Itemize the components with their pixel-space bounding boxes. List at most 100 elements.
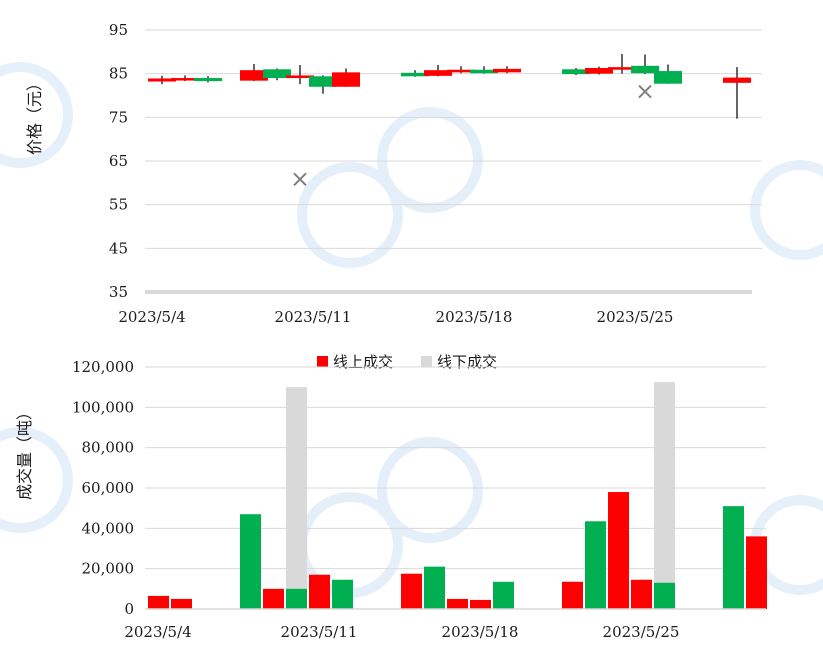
candle xyxy=(470,66,498,74)
online-volume-bar xyxy=(286,588,307,609)
offline-volume-bar xyxy=(654,382,675,609)
online-volume-bar xyxy=(309,574,330,609)
candle-body xyxy=(424,70,452,76)
price-gridlines xyxy=(145,29,762,249)
volume-y-tick-label: 40,000 xyxy=(82,519,135,537)
candle-body xyxy=(309,76,337,87)
volume-y-tick-labels: 0 20,000 40,000 60,000 80,000 100,000 120,000 xyxy=(72,358,134,618)
candle-body xyxy=(194,78,222,82)
online-volume-bar xyxy=(240,514,261,609)
candle xyxy=(401,70,429,77)
candle xyxy=(171,75,199,82)
volume-y-axis-title: 成交量（吨） xyxy=(15,404,34,500)
candle-body xyxy=(631,65,659,74)
online-volume-bar xyxy=(608,492,629,609)
candle-body xyxy=(470,69,498,74)
volume-x-tick-label: 2023/5/4 xyxy=(124,623,191,641)
candle xyxy=(631,54,659,75)
online-volume-bar xyxy=(631,579,652,609)
price-y-tick-label: 45 xyxy=(109,239,128,257)
candle-body xyxy=(332,72,360,87)
online-volume-bar xyxy=(746,536,767,609)
offline-volume-bar xyxy=(286,387,307,609)
candle-body xyxy=(447,69,475,73)
candle xyxy=(148,75,176,85)
offline-price-marker xyxy=(638,84,652,99)
candle xyxy=(608,54,636,74)
candle-body xyxy=(723,77,751,83)
volume-y-tick-label: 60,000 xyxy=(82,479,135,497)
online-volume-bar xyxy=(171,598,192,609)
candle xyxy=(194,76,222,83)
volume-x-tick-label: 2023/5/11 xyxy=(281,623,358,641)
marker-stroke xyxy=(293,172,307,187)
candle xyxy=(286,64,314,85)
price-x-tick-label: 2023/5/11 xyxy=(275,308,352,326)
watermark-logo xyxy=(0,62,823,598)
marker-stroke xyxy=(638,84,652,99)
price-panel: 35 45 55 65 75 85 95 2023/5/4 2023/5/11 2023/5/1… xyxy=(25,21,762,326)
candle xyxy=(424,64,452,77)
candle-body xyxy=(148,78,176,82)
online-volume-bar xyxy=(493,581,514,609)
offline-price-markers xyxy=(293,84,652,187)
candle-body xyxy=(286,75,314,79)
price-y-tick-label: 55 xyxy=(109,196,128,214)
price-y-axis-title: 价格（元） xyxy=(25,75,44,155)
online-volume-bar xyxy=(562,581,583,609)
volume-y-tick-label: 0 xyxy=(124,600,134,618)
online-volume-bar xyxy=(654,582,675,609)
candle xyxy=(263,68,291,81)
volume-x-tick-labels: 2023/5/4 2023/5/11 2023/5/18 2023/5/25 xyxy=(124,623,679,641)
legend: 线上成交 线下成交 xyxy=(317,353,497,371)
candle xyxy=(240,64,268,82)
price-y-tick-label: 75 xyxy=(109,108,128,126)
candle-body xyxy=(493,68,521,73)
price-x-tick-label: 2023/5/4 xyxy=(118,308,185,326)
volume-y-tick-label: 120,000 xyxy=(72,358,134,376)
price-x-tick-label: 2023/5/18 xyxy=(436,308,513,326)
online-volume-bar xyxy=(263,588,284,609)
volume-x-tick-label: 2023/5/25 xyxy=(603,623,680,641)
online-volume-bar xyxy=(723,506,744,609)
price-y-tick-label: 35 xyxy=(109,283,128,301)
candle-body xyxy=(401,72,429,77)
online-volume-bar xyxy=(401,573,422,609)
price-y-tick-labels: 35 45 55 65 75 85 95 xyxy=(109,21,128,301)
volume-y-tick-label: 20,000 xyxy=(82,560,135,578)
candle xyxy=(332,68,360,87)
legend-swatch-online xyxy=(317,356,328,367)
online-volume-bar xyxy=(470,599,491,609)
candle xyxy=(562,67,590,75)
volume-bar-series xyxy=(148,382,767,609)
price-x-tick-labels: 2023/5/4 2023/5/11 2023/5/18 2023/5/25 xyxy=(118,308,673,326)
candle-body xyxy=(562,69,590,75)
candle xyxy=(447,66,475,74)
candle xyxy=(493,66,521,74)
offline-price-marker xyxy=(293,172,307,187)
legend-label-online: 线上成交 xyxy=(333,353,393,371)
legend-swatch-offline xyxy=(421,356,432,367)
candle xyxy=(723,67,751,119)
online-volume-bar xyxy=(424,566,445,609)
price-y-tick-label: 65 xyxy=(109,152,128,170)
candle-body xyxy=(263,69,291,79)
online-volume-bar xyxy=(447,598,468,609)
candle-body xyxy=(608,67,636,70)
volume-panel: 线上成交 线下成交 0 20,000 40,000 60,000 80,000 100,0… xyxy=(15,353,767,641)
volume-y-tick-label: 80,000 xyxy=(82,439,135,457)
candle-body xyxy=(240,70,268,81)
online-volume-bar xyxy=(148,595,169,609)
candle xyxy=(585,66,613,75)
legend-label-offline: 线下成交 xyxy=(437,353,497,371)
price-y-tick-label: 85 xyxy=(109,65,128,83)
candle-body xyxy=(585,67,613,74)
candle-body xyxy=(171,78,199,81)
volume-x-tick-label: 2023/5/18 xyxy=(442,623,519,641)
candle-body xyxy=(654,71,682,84)
price-y-tick-label: 95 xyxy=(109,21,128,39)
volume-y-tick-label: 100,000 xyxy=(72,398,134,416)
price-x-tick-label: 2023/5/25 xyxy=(597,308,674,326)
online-volume-bar xyxy=(585,521,606,609)
